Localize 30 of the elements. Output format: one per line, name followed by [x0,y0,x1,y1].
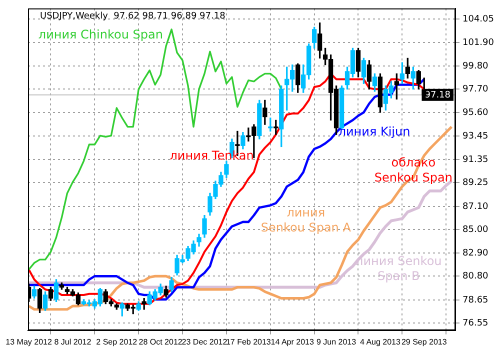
series-label: линия Chinkou Span [38,27,163,42]
x-tick-label: 13 May 2012 [6,337,52,346]
y-tick-label: 80.80 [462,272,489,282]
y-tick-label: 91.35 [462,154,488,165]
y-tick-label: 87.10 [462,202,489,212]
y-tick-label: 95.60 [462,108,489,118]
y-tick-label: 82.90 [462,248,489,258]
x-tick-label: 29 Sep 2013 [401,337,448,346]
y-tick-label: 76.55 [462,318,488,329]
x-tick-label: 9 Jun 2013 [316,337,357,346]
y-tick-label: 97.70 [462,84,489,95]
x-tick-label: 2 Sep 2012 [96,337,138,346]
y-tick-label: 93.45 [462,132,488,142]
y-tick-label: 104.05 [462,14,494,24]
y-tick-label: 89.25 [462,178,488,188]
x-tick-label: 4 Aug 2013 [360,337,401,346]
y-tick-label: 99.80 [462,61,489,72]
x-tick-label: 14 Apr 2013 [270,337,314,346]
y-tick-label: 78.65 [462,295,488,306]
ref-line-label: 97.18 [424,90,451,100]
x-tick-label: 8 Jul 2012 [54,337,92,346]
series-label: линия Kijun [338,124,410,138]
series-label: линия Tenkan [170,148,254,163]
x-tick-label: 23 Dec 2012 [182,337,228,346]
x-tick-label: 28 Oct 2012 [138,337,183,346]
y-tick-label: 101.90 [462,38,494,48]
x-tick-label: 17 Feb 2013 [226,337,272,346]
y-tick-label: 85.00 [462,225,489,236]
chart-title: USDJPY,Weekly 97.62 98.71 96.89 97.18 [40,12,226,22]
series-label: линия Senkou Span A [260,206,352,235]
